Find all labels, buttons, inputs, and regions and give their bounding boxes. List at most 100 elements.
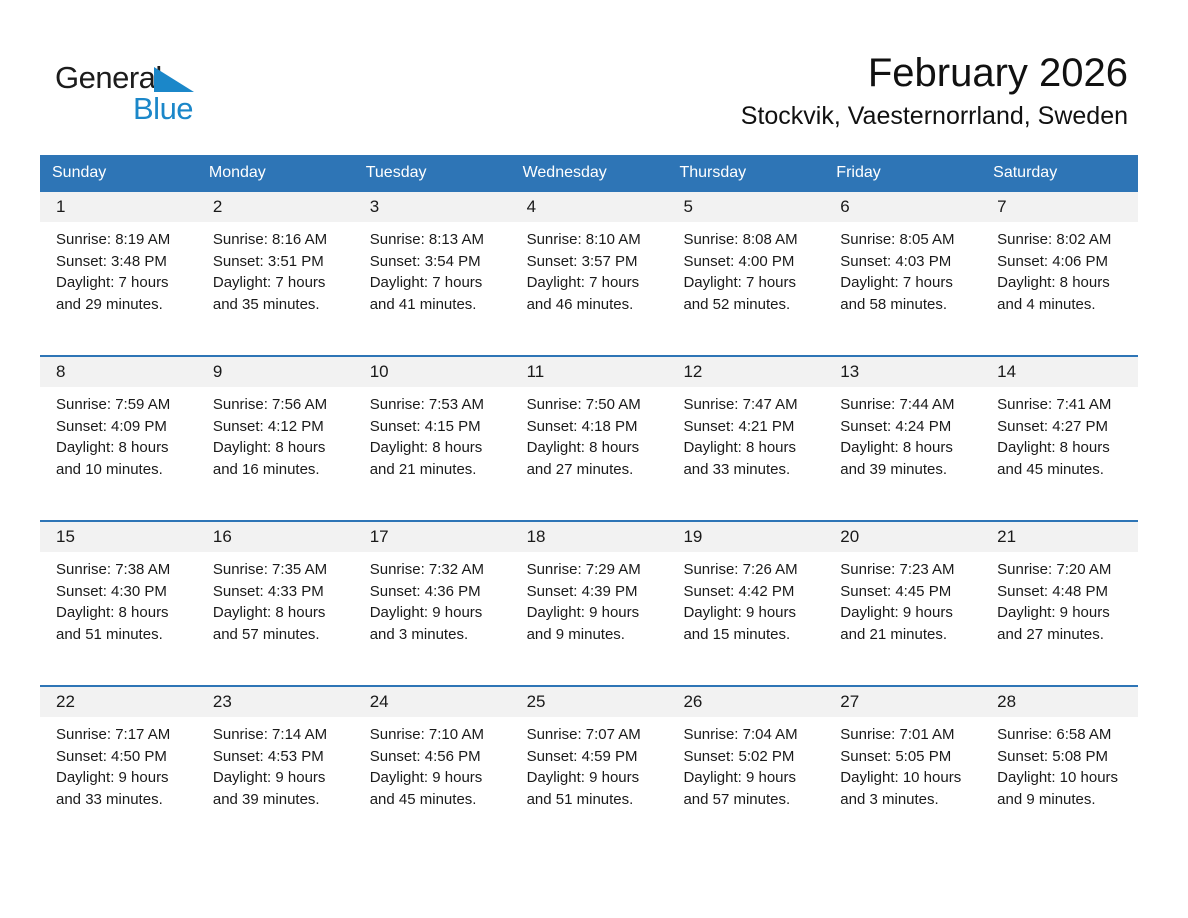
day-number: 21 bbox=[997, 527, 1017, 546]
daylight-text-line2: and 57 minutes. bbox=[212, 625, 320, 643]
day-number-band: 24 bbox=[353, 687, 511, 717]
sunset-text: Sunset: 5:08 PM bbox=[997, 747, 1109, 765]
day-info: Sunrise: 8:02 AM Sunset: 4:06 PM Dayligh… bbox=[981, 222, 1138, 315]
day-info: Sunrise: 8:19 AM Sunset: 3:48 PM Dayligh… bbox=[40, 222, 197, 315]
daylight-text-line1: Daylight: 7 hours bbox=[526, 274, 640, 291]
sunset-text: Sunset: 3:48 PM bbox=[56, 252, 167, 270]
day-cell: 23 Sunrise: 7:14 AM Sunset: 4:53 PM Dayl… bbox=[196, 687, 354, 850]
day-number: 9 bbox=[212, 362, 223, 381]
day-info: Sunrise: 7:44 AM Sunset: 4:24 PM Dayligh… bbox=[824, 387, 981, 480]
sunrise-text: Sunrise: 7:23 AM bbox=[840, 561, 955, 578]
day-number-band: 27 bbox=[824, 687, 982, 717]
sunset-text: Sunset: 4:18 PM bbox=[526, 417, 638, 435]
daylight-text-line2: and 33 minutes. bbox=[56, 790, 163, 808]
daylight-text-line1: Daylight: 8 hours bbox=[56, 439, 169, 456]
daylight-text-line1: Daylight: 8 hours bbox=[212, 604, 326, 621]
sunset-text: Sunset: 4:33 PM bbox=[212, 582, 324, 600]
daylight-text-line2: and 45 minutes. bbox=[369, 790, 477, 808]
weekday-header-cell: Monday bbox=[208, 164, 266, 181]
weekday-header-cell: Sunday bbox=[52, 164, 107, 181]
day-number-band: 8 bbox=[40, 357, 197, 387]
day-cell: 15 Sunrise: 7:38 AM Sunset: 4:30 PM Dayl… bbox=[40, 522, 197, 685]
day-cell: 4 Sunrise: 8:10 AM Sunset: 3:57 PM Dayli… bbox=[510, 192, 668, 355]
day-number-band: 22 bbox=[40, 687, 197, 717]
sunrise-text: Sunrise: 7:17 AM bbox=[56, 726, 171, 743]
daylight-text-line1: Daylight: 10 hours bbox=[997, 769, 1119, 786]
sunrise-text: Sunrise: 7:38 AM bbox=[56, 561, 171, 578]
day-info: Sunrise: 7:10 AM Sunset: 4:56 PM Dayligh… bbox=[354, 717, 511, 810]
week-row: 1 Sunrise: 8:19 AM Sunset: 3:48 PM Dayli… bbox=[40, 190, 1139, 355]
day-info: Sunrise: 7:01 AM Sunset: 5:05 PM Dayligh… bbox=[824, 717, 981, 810]
sunset-text: Sunset: 4:06 PM bbox=[997, 252, 1109, 270]
day-number: 16 bbox=[212, 527, 232, 546]
weekday-header-cell: Wednesday bbox=[522, 164, 607, 181]
daylight-text-line2: and 39 minutes. bbox=[840, 460, 948, 478]
sunset-text: Sunset: 5:02 PM bbox=[683, 747, 795, 765]
sunrise-text: Sunrise: 7:26 AM bbox=[683, 561, 798, 578]
weekday-header-row: Sunday Monday Tuesday Wednesday Thursday Frid… bbox=[40, 155, 1138, 190]
day-cell: 28 Sunrise: 6:58 AM Sunset: 5:08 PM Dayl… bbox=[981, 687, 1139, 850]
day-number-band: 20 bbox=[824, 522, 982, 552]
sunset-text: Sunset: 4:45 PM bbox=[840, 582, 952, 600]
sunrise-text: Sunrise: 7:07 AM bbox=[526, 726, 641, 743]
day-number-band: 25 bbox=[510, 687, 668, 717]
daylight-text-line1: Daylight: 8 hours bbox=[56, 604, 169, 621]
daylight-text-line1: Daylight: 9 hours bbox=[683, 769, 796, 786]
logo-triangle-icon bbox=[154, 67, 194, 92]
day-info: Sunrise: 7:07 AM Sunset: 4:59 PM Dayligh… bbox=[511, 717, 668, 810]
daylight-text-line2: and 21 minutes. bbox=[840, 625, 948, 643]
day-number-band: 19 bbox=[667, 522, 825, 552]
day-cell: 6 Sunrise: 8:05 AM Sunset: 4:03 PM Dayli… bbox=[824, 192, 982, 355]
day-number: 24 bbox=[369, 692, 389, 711]
day-info: Sunrise: 7:35 AM Sunset: 4:33 PM Dayligh… bbox=[197, 552, 354, 645]
day-number: 13 bbox=[840, 362, 860, 381]
weekday-header-cell: Saturday bbox=[993, 164, 1058, 181]
day-info: Sunrise: 8:08 AM Sunset: 4:00 PM Dayligh… bbox=[667, 222, 824, 315]
day-cell: 11 Sunrise: 7:50 AM Sunset: 4:18 PM Dayl… bbox=[510, 357, 668, 520]
daylight-text-line2: and 16 minutes. bbox=[212, 460, 320, 478]
sunrise-text: Sunrise: 8:10 AM bbox=[526, 231, 641, 248]
day-number: 5 bbox=[683, 197, 693, 216]
sunset-text: Sunset: 4:21 PM bbox=[683, 417, 795, 435]
day-number: 25 bbox=[526, 692, 546, 711]
day-cell: 19 Sunrise: 7:26 AM Sunset: 4:42 PM Dayl… bbox=[667, 522, 825, 685]
daylight-text-line2: and 3 minutes. bbox=[840, 790, 939, 808]
day-cell: 9 Sunrise: 7:56 AM Sunset: 4:12 PM Dayli… bbox=[196, 357, 354, 520]
title-block: February 2026 Stockvik, Vaesternorrland,… bbox=[741, 50, 1128, 131]
day-number-band: 21 bbox=[981, 522, 1139, 552]
day-number: 12 bbox=[683, 362, 703, 381]
day-number-band: 7 bbox=[981, 192, 1139, 222]
day-number: 11 bbox=[526, 362, 545, 381]
sunrise-text: Sunrise: 7:59 AM bbox=[56, 396, 171, 413]
sunrise-text: Sunrise: 7:53 AM bbox=[369, 396, 484, 413]
logo-text-general: General bbox=[55, 60, 162, 95]
day-info: Sunrise: 6:58 AM Sunset: 5:08 PM Dayligh… bbox=[981, 717, 1138, 810]
daylight-text-line1: Daylight: 8 hours bbox=[997, 274, 1110, 291]
day-info: Sunrise: 7:41 AM Sunset: 4:27 PM Dayligh… bbox=[981, 387, 1138, 480]
sunset-text: Sunset: 4:30 PM bbox=[56, 582, 167, 600]
daylight-text-line1: Daylight: 9 hours bbox=[369, 769, 483, 786]
daylight-text-line1: Daylight: 8 hours bbox=[212, 439, 326, 456]
day-number: 14 bbox=[997, 362, 1017, 381]
day-number: 17 bbox=[369, 527, 389, 546]
sunrise-text: Sunrise: 8:05 AM bbox=[840, 231, 955, 248]
sunset-text: Sunset: 3:51 PM bbox=[212, 252, 324, 270]
daylight-text-line1: Daylight: 7 hours bbox=[212, 274, 326, 291]
daylight-text-line2: and 9 minutes. bbox=[526, 625, 625, 643]
day-cell: 21 Sunrise: 7:20 AM Sunset: 4:48 PM Dayl… bbox=[981, 522, 1139, 685]
sunset-text: Sunset: 3:54 PM bbox=[369, 252, 481, 270]
week-row: 15 Sunrise: 7:38 AM Sunset: 4:30 PM Dayl… bbox=[40, 520, 1139, 685]
day-number: 3 bbox=[369, 197, 380, 216]
day-info: Sunrise: 8:13 AM Sunset: 3:54 PM Dayligh… bbox=[354, 222, 511, 315]
daylight-text-line1: Daylight: 8 hours bbox=[369, 439, 483, 456]
day-number-band: 17 bbox=[353, 522, 511, 552]
day-number-band: 15 bbox=[40, 522, 197, 552]
sunset-text: Sunset: 4:59 PM bbox=[526, 747, 638, 765]
daylight-text-line2: and 35 minutes. bbox=[212, 295, 320, 313]
sunset-text: Sunset: 4:09 PM bbox=[56, 417, 167, 435]
daylight-text-line1: Daylight: 9 hours bbox=[997, 604, 1110, 621]
day-cell: 2 Sunrise: 8:16 AM Sunset: 3:51 PM Dayli… bbox=[196, 192, 354, 355]
sunset-text: Sunset: 5:05 PM bbox=[840, 747, 952, 765]
sunrise-text: Sunrise: 7:44 AM bbox=[840, 396, 955, 413]
sunrise-text: Sunrise: 8:08 AM bbox=[683, 231, 798, 248]
